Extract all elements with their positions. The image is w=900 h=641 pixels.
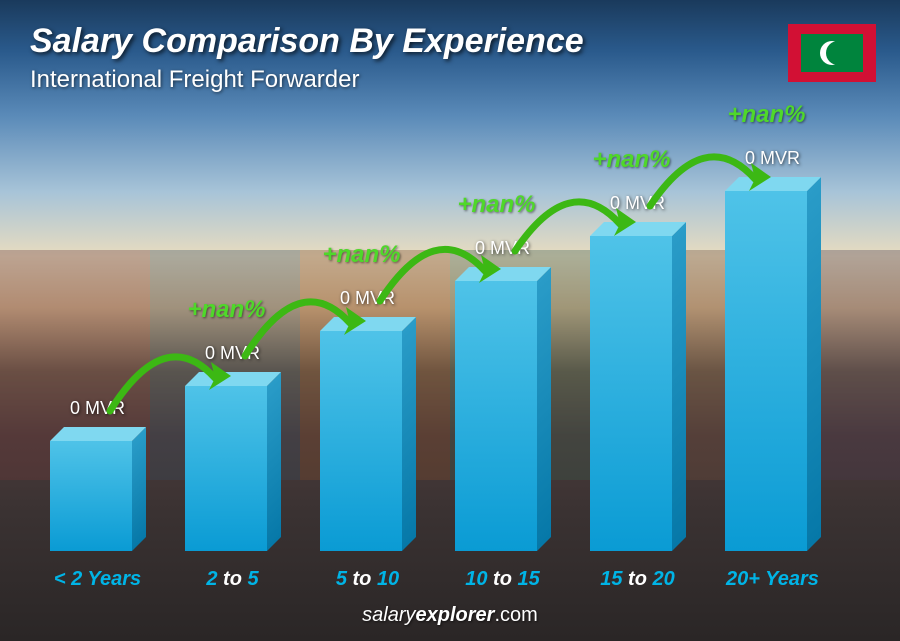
bar-3: 0 MVR+nan%10 to 15	[435, 120, 570, 551]
bar-value-label: 0 MVR	[610, 193, 665, 214]
bar-1: 0 MVR+nan%2 to 5	[165, 120, 300, 551]
bar-shape	[50, 441, 146, 551]
bar-shape	[455, 281, 551, 551]
bar-2: 0 MVR+nan%5 to 10	[300, 120, 435, 551]
bar-delta-label: +nan%	[323, 241, 401, 269]
footer-brand: salaryexplorer.com	[0, 604, 900, 627]
country-flag-maldives	[788, 24, 876, 82]
bar-shape	[320, 331, 416, 551]
bar-category-label: 20+ Years	[705, 568, 840, 591]
bar-delta-label: +nan%	[458, 191, 536, 219]
bar-chart: 0 MVR< 2 Years0 MVR+nan%2 to 50 MVR+nan%…	[30, 120, 840, 551]
bar-value-label: 0 MVR	[475, 238, 530, 259]
bar-0: 0 MVR< 2 Years	[30, 120, 165, 551]
chart-subtitle: International Freight Forwarder	[30, 66, 359, 94]
bar-value-label: 0 MVR	[70, 398, 125, 419]
bar-delta-label: +nan%	[593, 146, 671, 174]
bar-category-label: 2 to 5	[165, 568, 300, 591]
bar-value-label: 0 MVR	[205, 343, 260, 364]
bar-value-label: 0 MVR	[340, 288, 395, 309]
bar-shape	[725, 191, 821, 551]
bar-shape	[590, 236, 686, 551]
chart-title: Salary Comparison By Experience	[30, 22, 584, 61]
bar-5: 0 MVR+nan%20+ Years	[705, 120, 840, 551]
bar-category-label: < 2 Years	[30, 568, 165, 591]
bar-delta-label: +nan%	[188, 296, 266, 324]
bar-delta-label: +nan%	[728, 101, 806, 129]
chart-stage: Salary Comparison By Experience Internat…	[0, 0, 900, 641]
bar-value-label: 0 MVR	[745, 148, 800, 169]
bar-category-label: 5 to 10	[300, 568, 435, 591]
bar-category-label: 10 to 15	[435, 568, 570, 591]
bar-4: 0 MVR+nan%15 to 20	[570, 120, 705, 551]
bar-shape	[185, 386, 281, 551]
bar-category-label: 15 to 20	[570, 568, 705, 591]
